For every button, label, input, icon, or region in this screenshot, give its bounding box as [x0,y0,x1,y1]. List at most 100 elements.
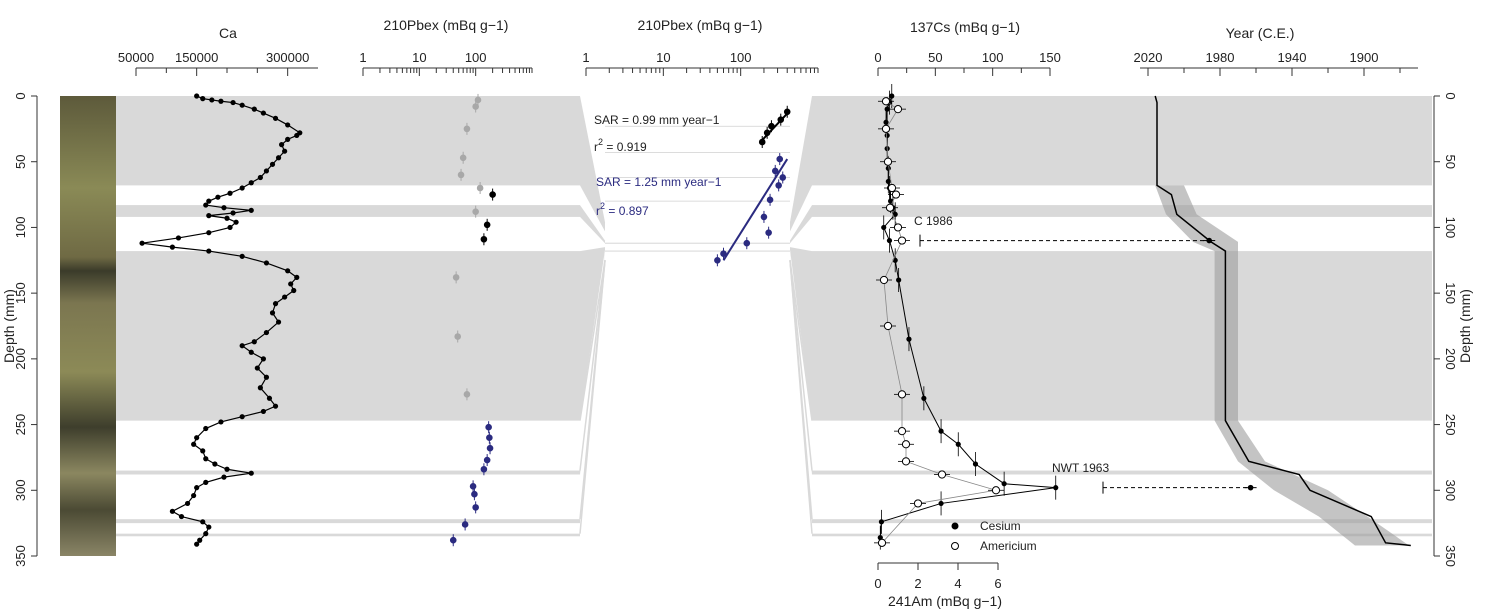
ca-point [288,281,294,287]
pb2-black-point [758,138,766,146]
ca-point [291,287,297,294]
ca-point [263,329,270,336]
cs-axis-tick-label: 0 [874,50,881,65]
ca-point [272,301,279,307]
pb1-blue-point [486,434,493,442]
ca-point [251,106,257,112]
year-axis-tick-label: 1940 [1278,50,1307,65]
left-depth-tick-label: 250 [13,414,28,436]
pb2-black-point [763,129,771,137]
pb2-axis-tick-label: 1 [582,50,589,65]
pb2-blue-point [714,256,721,264]
legend-americium-marker [951,542,959,550]
pb2-title: 210Pbex (mBq g−1) [638,17,763,33]
ca-point [272,115,279,121]
ca-point [224,215,230,221]
left-depth-label: Depth (mm) [1,289,17,363]
cesium-point [889,93,895,99]
ca-point [203,531,209,537]
americium-point [877,538,887,547]
pb2-black-point [783,108,791,116]
ca-axis-tick-label: 150000 [175,50,218,65]
ca-axis-tick-label: 300000 [266,50,309,65]
pb1-gray-point [474,96,482,104]
cesium-point [883,119,889,125]
cesium-point [884,132,890,139]
gray-band-left [116,96,580,186]
ca-point [248,349,254,355]
americium-point [887,183,897,193]
ca-point [206,198,212,204]
pb1-blue-point [485,423,492,431]
ca-point [230,99,236,106]
depth-bands [116,96,1432,537]
americium-point [893,105,903,114]
cs-title: 137Cs (mBq g−1) [910,19,1020,35]
left-depth-tick-label: 150 [13,282,28,304]
ca-point [248,180,254,186]
cesium-point [938,500,944,507]
cesium-point [884,106,890,112]
connector-right [789,260,813,421]
ca-point [191,492,197,499]
ca-point [203,479,209,485]
gray-band-right [812,251,1432,421]
pb2-blue-point [760,213,768,221]
ca-point [139,240,145,246]
r2-blue-value: 0.897 [619,204,649,218]
ca-point [221,474,227,480]
pb1-axis-tick-label: 10 [412,50,426,65]
ca-point [197,537,203,543]
right-depth-axis: 0 50 100 150 200 250 300 350 Depth (mm) [1433,92,1473,567]
gray-fan-left [580,205,605,244]
gray-fan-left [580,96,605,232]
chart-marks [139,84,1411,550]
ca-point [215,194,221,200]
ca-point [203,456,209,462]
ca-point [263,260,270,266]
ca-point [279,142,285,148]
ca-point [194,435,200,441]
americium-point [991,486,1001,495]
legend-cesium: Cesium [980,519,1021,533]
ca-point [218,419,224,425]
right-depth-tick-label: 100 [1443,217,1458,239]
right-depth-tick-label: 200 [1443,348,1458,370]
ca-point [200,448,206,454]
year-axis-tick-label: 1900 [1350,50,1379,65]
left-depth-tick-label: 100 [13,217,28,239]
right-depth-tick-label: 250 [1443,414,1458,436]
cesium-point [881,224,887,231]
pb1-gray-point [472,208,479,215]
cesium-point [972,461,979,467]
connector-right [789,260,813,534]
left-depth-axis: 0 50 100 150 200 250 300 350 Depth (mm) [1,92,38,567]
left-depth-tick-label: 300 [13,479,28,501]
cs-axis-tick-label: 150 [1039,50,1061,65]
am-xlabel: 241Am (mBq g−1) [888,593,1002,609]
legend-cesium-marker [951,522,959,530]
gray-band-right [812,470,1432,475]
pb1-axis-tick-label: 100 [465,50,487,65]
pb1-gray-point [459,154,467,162]
connector-left [579,260,606,471]
pb1-blue-point [449,536,457,544]
pb1-blue-point [480,465,488,473]
cesium-point [921,395,927,401]
ca-point [269,310,276,316]
ca-point [285,122,291,128]
year-uncertainty-band [1155,185,1409,546]
cesium-point [955,441,961,447]
ca-point [194,485,200,491]
americium-point [891,190,901,199]
ca-point [257,385,263,391]
ca-point [212,461,218,467]
right-depth-tick-label: 50 [1443,154,1458,168]
americium-point [885,203,895,212]
americium-point [897,427,907,436]
americium-point [879,275,889,285]
pb1-blue-point [471,490,478,498]
left-depth-tick-label: 0 [13,92,28,99]
pb1-black-point [489,191,496,198]
